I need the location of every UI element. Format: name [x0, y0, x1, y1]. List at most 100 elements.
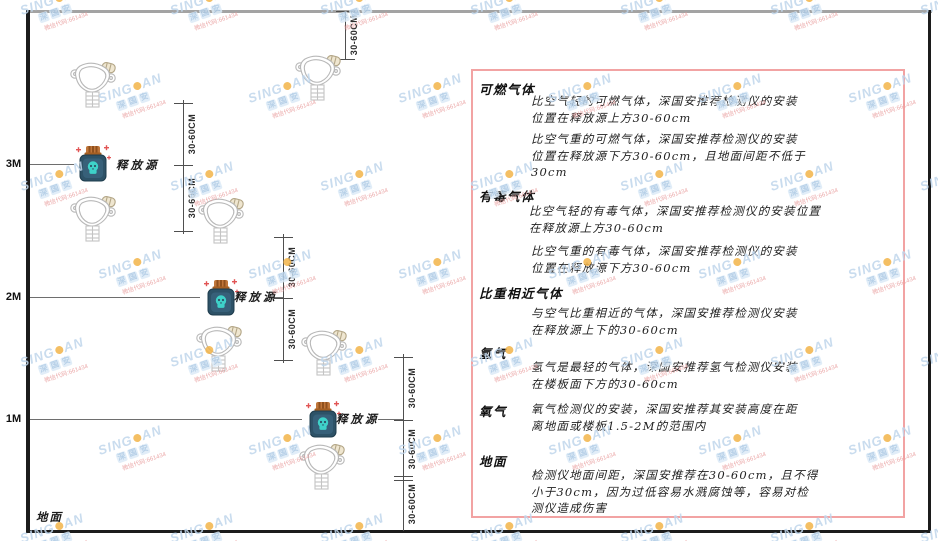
- ground-line: [26, 530, 931, 533]
- level-line-1m: [30, 419, 302, 420]
- gas-detector-icon: [299, 442, 345, 490]
- dimension-tick: [274, 298, 293, 299]
- logo-dot-icon: [431, 80, 443, 91]
- logo-dot-icon: [431, 256, 443, 267]
- watermark-characters: 深国安: [115, 442, 151, 464]
- watermark-characters: 深国安: [115, 266, 151, 288]
- watermark-characters: 深国安: [337, 525, 389, 541]
- logo-dot-icon: [281, 80, 293, 91]
- release-source-icon: [303, 401, 343, 439]
- section-para: 比空气轻的有毒气体，深国安推荐检测仪的安装位置 在释放源上方30-60cm: [529, 204, 822, 235]
- section-para: 比空气轻的可燃气体，深国安推荐检测仪的安装 位置在释放源上方30-60cm: [531, 94, 798, 125]
- release-source-icon: [201, 279, 241, 317]
- logo-dot-icon: [353, 0, 365, 3]
- section-heading-combustible: 可燃气体: [479, 82, 536, 97]
- watermark-characters: 深国安: [415, 266, 451, 288]
- height-label-1m: 1M: [5, 413, 22, 425]
- section-heading-oxygen: 氧气: [479, 404, 508, 419]
- info-panel: 可燃气体 比空气轻的可燃气体，深国安推荐检测仪的安装 位置在释放源上方30-60…: [471, 69, 905, 518]
- ground-label: 地面: [36, 510, 63, 524]
- watermark-characters: 深国安: [37, 354, 73, 376]
- level-line-2m-ext: [268, 297, 284, 298]
- watermark-characters: 深国安: [187, 525, 239, 541]
- right-border-line: [928, 10, 931, 533]
- logo-dot-icon: [131, 432, 143, 443]
- section-heading-ground: 地面: [479, 454, 508, 469]
- section-para: 氧气检测仪的安装，深国安推荐其安装高度在距 离地面或楼板1.5-2M的范围内: [531, 402, 798, 433]
- logo-dot-icon: [653, 0, 665, 3]
- logo-dot-icon: [353, 168, 365, 179]
- gas-detector-icon: [196, 324, 242, 372]
- watermark-red-text: 微信代码:661434: [43, 536, 93, 541]
- watermark-red-text: 微信代码:661434: [343, 187, 389, 209]
- release-source-icon: [73, 145, 113, 183]
- logo-dot-icon: [503, 0, 515, 3]
- logo-dot-icon: [203, 168, 215, 179]
- release-source-label: 释放源: [116, 158, 160, 172]
- watermark-characters: 深国安: [787, 525, 839, 541]
- ceiling-line: [26, 10, 932, 13]
- watermark-characters: 深国安: [415, 90, 451, 112]
- watermark-red-text: 微信代码:661434: [121, 451, 167, 473]
- watermark-characters: 深国安: [415, 442, 451, 464]
- dimension-tick: [174, 103, 193, 104]
- watermark-red-text: 微信代码:661434: [421, 99, 467, 121]
- height-label-3m: 3M: [5, 158, 22, 170]
- dimension-label: 30-60CM: [187, 113, 197, 155]
- dimension-label: 30-60CM: [287, 308, 297, 350]
- section-para: 比空气重的可燃气体，深国安推荐检测仪的安装 位置在释放源下方30-60cm，且地…: [531, 132, 806, 179]
- section-heading-hydrogen: 氢气: [479, 346, 508, 361]
- logo-dot-icon: [203, 0, 215, 3]
- logo-dot-icon: [131, 80, 143, 91]
- dimension-label: 30-60CM: [349, 14, 359, 56]
- dimension-line: [345, 11, 346, 59]
- watermark-red-text: 微信代码:661434: [343, 536, 393, 541]
- logo-dot-icon: [353, 344, 365, 355]
- dimension-tick: [274, 237, 293, 238]
- gas-detector-icon: [70, 60, 116, 108]
- logo-dot-icon: [431, 432, 443, 443]
- section-heading-toxic: 有毒气体: [479, 189, 536, 204]
- section-heading-similar-density: 比重相近气体: [479, 286, 564, 301]
- dimension-label: 30-60CM: [187, 177, 197, 219]
- dimension-tick: [174, 231, 193, 232]
- gas-detector-icon: [295, 53, 341, 101]
- dimension-tick: [394, 476, 413, 477]
- section-para: 比空气重的有毒气体，深国安推荐检测仪的安装 位置在释放源下方30-60cm: [531, 244, 798, 275]
- dimension-label: 30-60CM: [407, 367, 417, 409]
- level-line-2m: [30, 297, 200, 298]
- watermark-red-text: 微信代码:661434: [421, 451, 467, 473]
- gas-detector-icon: [198, 196, 244, 244]
- gas-detector-icon: [70, 194, 116, 242]
- level-line-1m-ext: [378, 419, 404, 420]
- logo-dot-icon: [53, 168, 65, 179]
- logo-dot-icon: [281, 432, 293, 443]
- section-para: 氢气是最轻的气体，深国安推荐氢气检测仪安装 在楼板面下方的30-60cm: [531, 360, 798, 391]
- dimension-tick: [394, 357, 413, 358]
- left-wall-line: [26, 10, 30, 533]
- watermark-red-text: 微信代码:661434: [793, 536, 843, 541]
- dimension-label: 30-60CM: [287, 246, 297, 288]
- height-label-2m: 2M: [5, 291, 22, 303]
- watermark-red-text: 微信代码:661434: [121, 99, 167, 121]
- level-line-3m: [30, 164, 74, 165]
- dimension-label: 30-60CM: [407, 483, 417, 525]
